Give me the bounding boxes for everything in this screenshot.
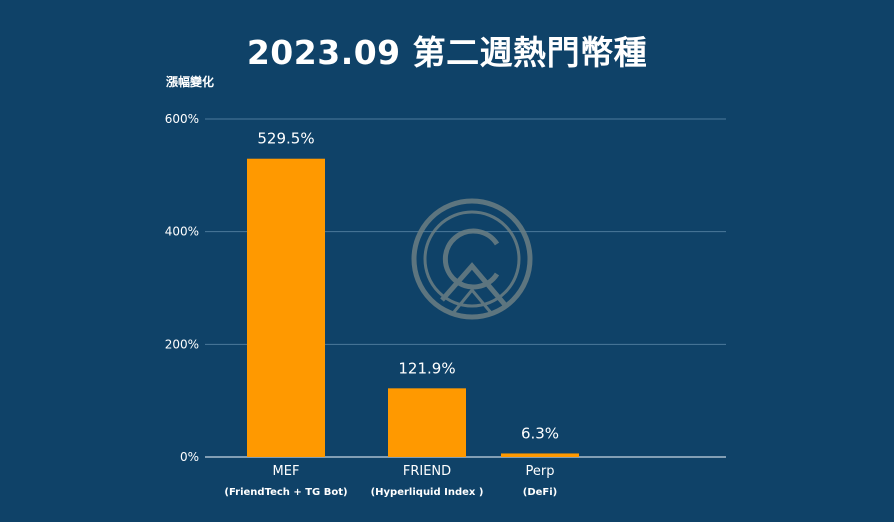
x-tick-label: FRIEND (403, 464, 451, 479)
y-axis-title: 漲幅變化 (166, 75, 215, 89)
x-tick-sublabel: (FriendTech + TG Bot) (224, 487, 347, 498)
x-tick-sublabel: (DeFi) (523, 487, 557, 498)
y-tick-label: 400% (165, 225, 199, 239)
data-label: 529.5% (257, 130, 314, 148)
logo-watermark-icon (411, 198, 533, 320)
data-label: 121.9% (398, 359, 455, 377)
chart-title: 2023.09 第二週熱門幣種 (246, 33, 648, 72)
bar (501, 453, 579, 457)
bar (388, 388, 466, 457)
data-label: 6.3% (521, 424, 559, 442)
x-tick-label: MEF (273, 464, 300, 479)
y-tick-label: 0% (180, 450, 199, 464)
y-tick-label: 600% (165, 112, 199, 126)
bar (247, 158, 325, 457)
y-tick-label: 200% (165, 337, 199, 351)
x-tick-label: Perp (526, 464, 555, 479)
x-tick-sublabel: (Hyperliquid Index ) (371, 487, 484, 498)
